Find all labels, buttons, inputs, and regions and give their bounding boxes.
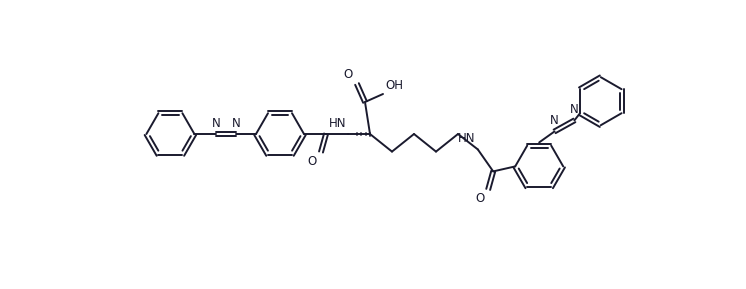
Text: HN: HN bbox=[328, 117, 346, 130]
Text: N: N bbox=[551, 114, 559, 127]
Text: O: O bbox=[344, 68, 353, 81]
Text: N: N bbox=[232, 117, 240, 130]
Text: N: N bbox=[212, 117, 221, 130]
Text: OH: OH bbox=[385, 79, 403, 92]
Text: O: O bbox=[475, 192, 484, 205]
Text: HN: HN bbox=[458, 132, 476, 145]
Text: N: N bbox=[570, 103, 579, 116]
Text: O: O bbox=[308, 155, 317, 168]
